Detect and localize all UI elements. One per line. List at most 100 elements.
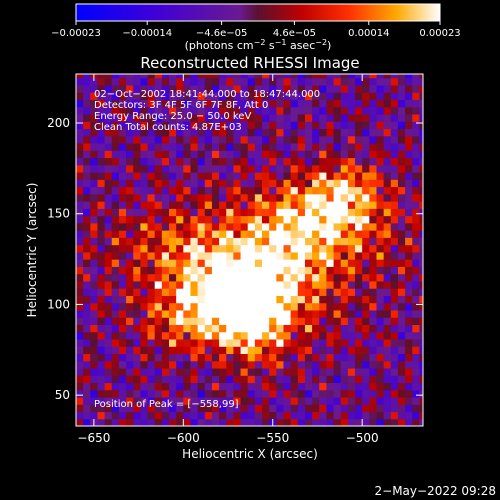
heatmap-cell [133,280,141,289]
footer-date: 2−May−2022 09:28 [375,484,497,498]
heatmap-cell [219,121,227,130]
heatmap-cell [211,179,220,188]
heatmap-cell [397,201,406,209]
heatmap-cell [140,215,149,224]
heatmap-cell [190,317,199,325]
heatmap-cell [226,171,234,180]
heatmap-cell [176,367,184,376]
heatmap-cell [204,193,213,202]
heatmap-cell [397,222,406,231]
heatmap-cell [405,106,413,115]
heatmap-cell [211,106,220,115]
heatmap-cell [190,157,199,166]
heatmap-cell [118,389,127,398]
heatmap-cell [83,389,91,398]
heatmap-cell [211,186,220,195]
heatmap-cell [340,338,349,347]
heatmap-cell [397,404,406,413]
heatmap-cell [376,84,385,93]
heatmap-cell [219,375,227,384]
heatmap-cell [76,77,84,86]
heatmap-cell [376,324,385,333]
heatmap-cell [355,92,363,100]
heatmap-cell [340,346,349,355]
heatmap-cell [97,74,106,79]
heatmap-cell [290,367,299,376]
heatmap-cell [262,106,270,115]
heatmap-cell [376,106,385,115]
heatmap-cell [219,222,227,231]
heatmap-cell [183,251,192,260]
heatmap-cell [376,375,385,384]
heatmap-cell [126,302,134,311]
heatmap-cell [219,77,227,86]
heatmap-cell [147,150,156,159]
heatmap-cell [333,404,342,413]
colorbar-tick-label: −0.00023 [51,28,101,39]
heatmap-cell [190,346,199,355]
heatmap-cell [140,266,149,275]
heatmap-cell [340,142,349,151]
heatmap-cell [319,77,328,86]
heatmap-cell [383,230,392,238]
heatmap-cell [126,215,134,224]
heatmap-cell [376,338,385,347]
heatmap-cell [90,113,99,122]
heatmap-cell [176,135,184,144]
heatmap-cell [140,309,149,318]
heatmap-cell [76,360,84,369]
heatmap-cell [154,157,163,166]
heatmap-cell [383,186,392,195]
heatmap-cell [405,346,413,355]
heatmap-cell [83,171,91,180]
heatmap-cell [204,128,213,137]
heatmap-cell [211,353,220,362]
heatmap-cell [140,77,149,86]
heatmap-cell [369,92,378,100]
heatmap-cell [226,273,234,282]
heatmap-cell [169,346,177,355]
heatmap-cell [197,186,206,195]
heatmap-cell [183,135,192,144]
heatmap-cell [333,74,342,79]
heatmap-cell [412,295,421,304]
heatmap-cell [254,411,263,420]
heatmap-cell [312,171,320,180]
heatmap-cell [240,193,249,202]
heatmap-cell [176,106,184,115]
heatmap-cell [204,273,213,282]
heatmap-cell [390,338,399,347]
heatmap-cell [269,142,277,151]
heatmap-cell [254,288,263,296]
heatmap-cell [169,244,177,253]
heatmap-cell [312,179,320,188]
heatmap-cell [419,92,423,100]
heatmap-cell [276,157,285,166]
heatmap-cell [283,128,292,137]
heatmap-cell [76,135,84,144]
heatmap-cell [247,338,256,347]
heatmap-cell [290,186,299,195]
heatmap-cell [326,230,335,238]
heatmap-cell [254,346,263,355]
heatmap-cell [390,324,399,333]
heatmap-cell [111,113,120,122]
heatmap-cell [347,273,356,282]
heatmap-cell [362,179,370,188]
heatmap-cell [333,317,342,325]
heatmap-cell [319,113,328,122]
heatmap-cell [297,259,306,267]
heatmap-cell [326,150,335,159]
heatmap-cell [219,157,227,166]
heatmap-cell [269,230,277,238]
heatmap-cell [412,113,421,122]
heatmap-cell [233,367,242,376]
heatmap-cell [340,99,349,108]
heatmap-cell [390,92,399,100]
heatmap-cell [355,106,363,115]
heatmap-cell [269,201,277,209]
heatmap-cell [97,396,106,405]
heatmap-cell [147,338,156,347]
heatmap-cell [247,237,256,246]
heatmap-cell [319,331,328,340]
